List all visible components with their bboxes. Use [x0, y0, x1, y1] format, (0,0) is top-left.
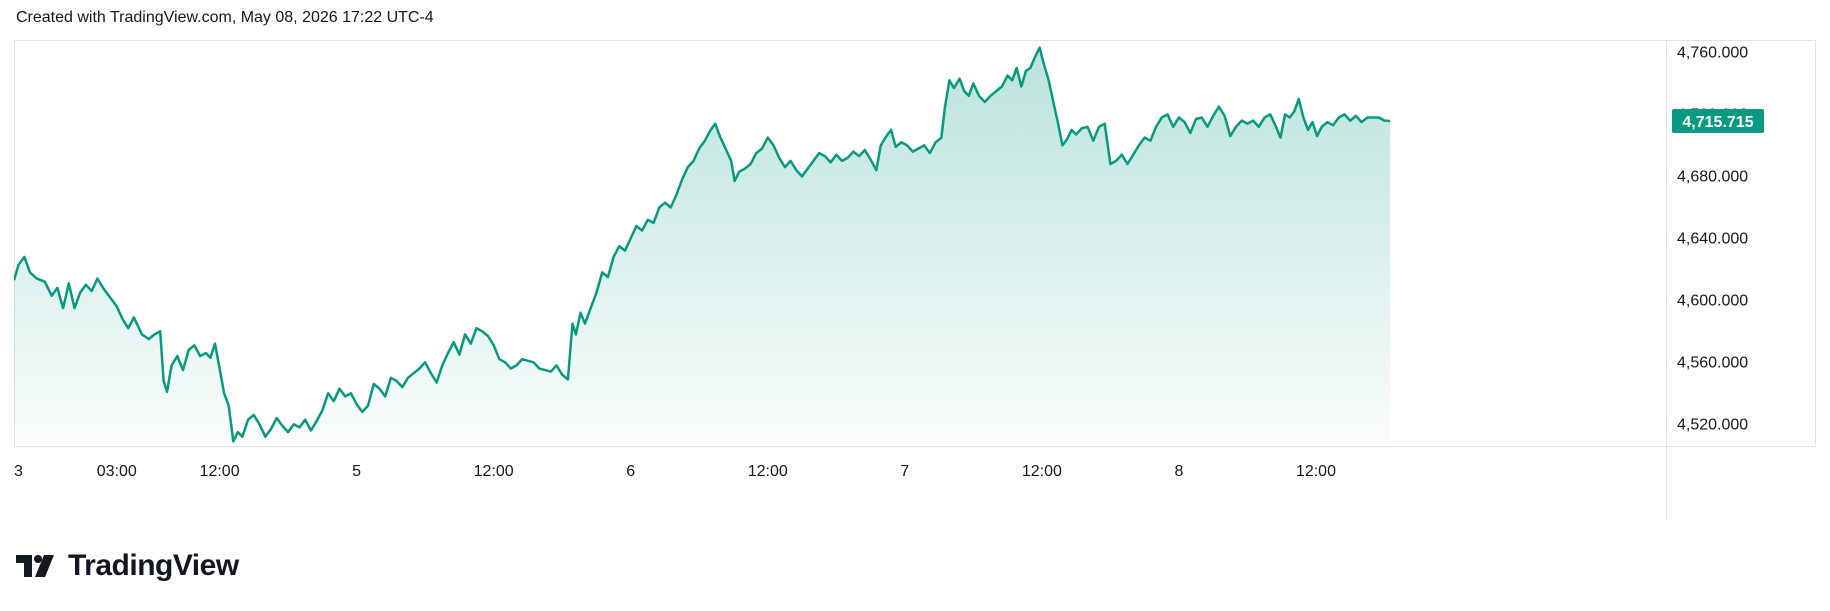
y-tick-label: 4,680.000 — [1677, 168, 1748, 185]
last-price-label: 4,715.715 — [1672, 109, 1764, 134]
tradingview-logo-text: TradingView — [68, 549, 239, 582]
last-price-text: 4,715.715 — [1682, 114, 1753, 131]
x-tick-label: 8 — [1174, 463, 1183, 480]
price-chart[interactable]: 4,760.0004,720.0004,680.0004,640.0004,60… — [14, 40, 1816, 520]
x-tick-label: 12:00 — [1022, 463, 1062, 480]
price-line — [14, 46, 1391, 443]
x-tick-label: 12:00 — [1296, 463, 1336, 480]
x-tick-label: 12:00 — [200, 463, 240, 480]
y-tick-label: 4,600.000 — [1677, 292, 1748, 309]
y-tick-label: 4,560.000 — [1677, 354, 1748, 371]
x-axis: 3 03:00 12:00 5 12:00 6 12:00 7 12:00 8 12:00 — [14, 463, 1336, 480]
x-tick-label: 3 — [14, 463, 23, 480]
y-tick-label: 4,760.000 — [1677, 44, 1748, 61]
y-tick-label: 4,640.000 — [1677, 230, 1748, 247]
last-price-badge — [1672, 109, 1764, 134]
chart-header-credit: Created with TradingView.com, May 08, 20… — [16, 9, 434, 26]
y-tick-label: 4,520.000 — [1677, 416, 1748, 433]
x-tick-label: 12:00 — [748, 463, 788, 480]
x-tick-label: 12:00 — [474, 463, 514, 480]
y-axis: 4,760.0004,720.0004,680.0004,640.0004,60… — [1677, 44, 1748, 433]
tradingview-logo-icon — [16, 555, 54, 577]
x-tick-label: 6 — [626, 463, 635, 480]
area-fill — [14, 47, 1391, 446]
x-tick-label: 5 — [352, 463, 361, 480]
area-layer — [14, 46, 1391, 446]
tradingview-logo[interactable]: TradingView — [16, 549, 239, 583]
chart-canvas[interactable]: 4,760.0004,720.0004,680.0004,640.0004,60… — [14, 40, 1816, 520]
x-tick-label: 7 — [900, 463, 909, 480]
x-tick-label: 03:00 — [97, 463, 137, 480]
